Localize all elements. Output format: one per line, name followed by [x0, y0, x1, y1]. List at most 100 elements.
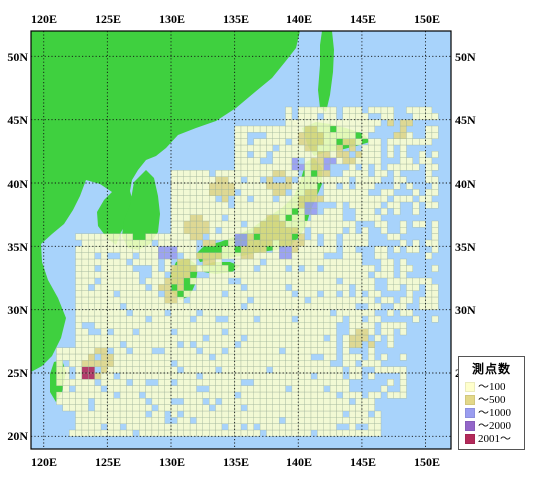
observation-cell: [113, 315, 121, 323]
observation-cell: [323, 119, 331, 127]
observation-cell: [279, 410, 286, 418]
observation-cell: [329, 258, 337, 266]
observation-cell: [247, 220, 254, 228]
observation-cell: [151, 246, 159, 253]
observation-cell: [189, 398, 197, 405]
observation-cell: [266, 398, 273, 405]
observation-cell: [399, 366, 407, 374]
observation-cell: [81, 309, 89, 317]
observation-cell: [355, 296, 363, 304]
observation-cell: [342, 157, 350, 165]
observation-cell: [310, 290, 318, 298]
observation-cell: [126, 246, 133, 253]
observation-cell: [234, 157, 242, 165]
observation-cell: [349, 119, 356, 127]
observation-cell: [158, 252, 165, 260]
observation-cell: [374, 106, 382, 114]
observation-cell: [221, 176, 229, 184]
observation-cell: [94, 233, 102, 241]
observation-cell: [285, 106, 293, 114]
observation-cell: [304, 417, 312, 424]
observation-cell: [368, 214, 375, 222]
observation-cell: [234, 163, 242, 171]
observation-cell: [291, 214, 299, 222]
observation-cell: [132, 277, 140, 285]
observation-cell: [196, 322, 203, 329]
observation-cell: [349, 144, 356, 152]
observation-cell: [100, 398, 108, 405]
observation-cell: [81, 391, 89, 399]
observation-cell: [94, 360, 102, 367]
observation-cell: [215, 385, 223, 393]
observation-cell: [304, 239, 312, 247]
observation-cell: [215, 353, 223, 361]
observation-cell: [75, 284, 83, 291]
observation-cell: [240, 239, 248, 247]
observation-cell: [387, 322, 394, 329]
observation-cell: [387, 189, 394, 196]
observation-cell: [272, 201, 280, 209]
observation-cell: [145, 246, 153, 253]
observation-cell: [215, 284, 223, 291]
observation-cell: [215, 170, 223, 177]
observation-cell: [393, 366, 401, 374]
observation-cell: [323, 309, 331, 317]
observation-cell: [81, 258, 89, 266]
observation-cell: [177, 303, 184, 310]
observation-cell: [164, 239, 172, 247]
observation-cell: [399, 328, 407, 336]
observation-cell: [170, 315, 178, 323]
observation-cell: [266, 296, 273, 304]
observation-cell: [247, 372, 254, 380]
observation-cell: [329, 379, 337, 386]
observation-cell: [298, 303, 305, 310]
observation-cell: [202, 410, 210, 418]
observation-cell: [253, 366, 261, 374]
observation-cell: [189, 258, 197, 266]
observation-cell: [119, 385, 127, 393]
observation-cell: [310, 227, 318, 234]
observation-cell: [240, 410, 248, 418]
observation-cell: [94, 290, 102, 298]
observation-cell: [88, 239, 95, 247]
observation-cell: [361, 410, 369, 418]
observation-cell: [368, 138, 375, 146]
observation-cell: [310, 106, 318, 114]
observation-cell: [361, 208, 369, 215]
observation-cell: [132, 372, 140, 380]
observation-cell: [310, 119, 318, 127]
observation-cell: [132, 315, 140, 323]
observation-cell: [253, 353, 261, 361]
observation-cell: [158, 233, 165, 241]
observation-cell: [170, 385, 178, 393]
observation-cell: [100, 290, 108, 298]
observation-cell: [158, 341, 165, 348]
observation-cell: [336, 157, 343, 165]
observation-cell: [132, 404, 140, 412]
observation-cell: [62, 353, 70, 361]
observation-cell: [107, 309, 114, 317]
observation-cell: [189, 195, 197, 203]
observation-cell: [425, 284, 433, 291]
observation-cell: [310, 132, 318, 139]
observation-cell: [94, 404, 102, 412]
observation-cell: [349, 429, 356, 437]
observation-cell: [431, 227, 439, 234]
observation-cell: [247, 144, 254, 152]
observation-cell: [272, 404, 280, 412]
observation-cell: [387, 151, 394, 158]
observation-cell: [81, 404, 89, 412]
observation-cell: [361, 201, 369, 209]
observation-cell: [310, 334, 318, 342]
observation-cell: [228, 347, 235, 355]
observation-cell: [406, 296, 413, 304]
observation-cell: [151, 372, 159, 380]
observation-cell: [323, 246, 331, 253]
observation-cell: [228, 296, 235, 304]
observation-cell: [209, 398, 216, 405]
observation-cell: [368, 328, 375, 336]
observation-cell: [94, 284, 102, 291]
observation-cell: [279, 220, 286, 228]
observation-cell: [139, 429, 146, 437]
observation-cell: [317, 138, 324, 146]
